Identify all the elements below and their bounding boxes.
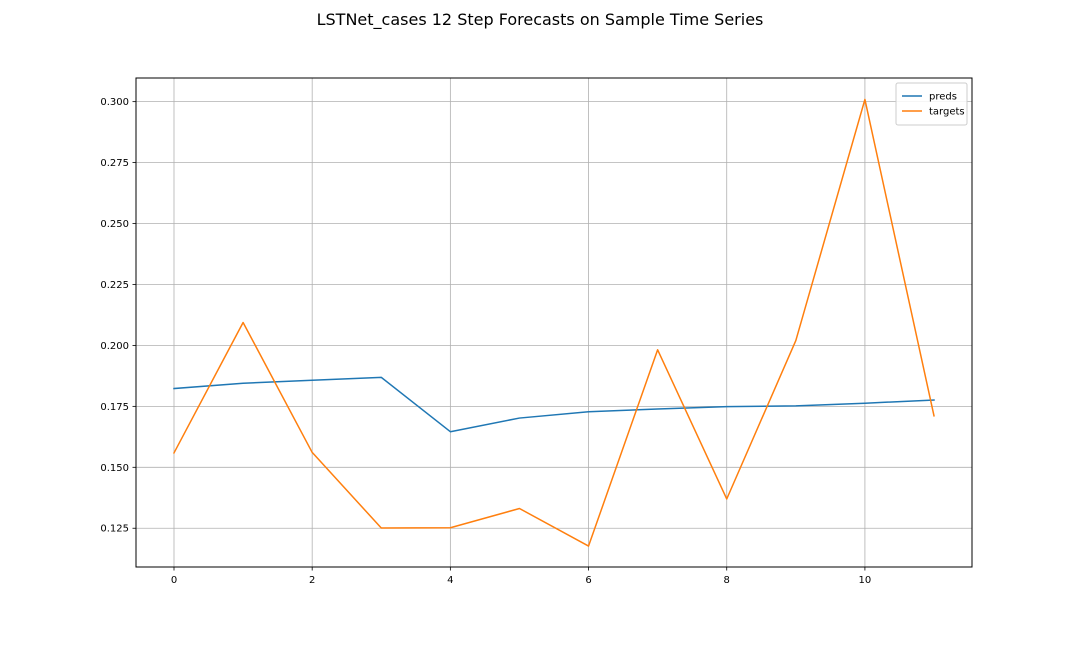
y-tick-label: 0.175 [100, 402, 129, 413]
y-tick-label: 0.150 [100, 463, 129, 474]
x-tick-label: 4 [447, 575, 453, 586]
y-tick-label: 0.200 [100, 341, 129, 352]
x-tick-label: 10 [859, 575, 872, 586]
y-tick-label: 0.225 [100, 280, 129, 291]
series-line-targets [172, 98, 935, 547]
legend: preds targets [895, 82, 968, 126]
y-tick-label: 0.300 [100, 97, 129, 108]
series-layer [172, 98, 935, 547]
x-tick-label: 6 [585, 575, 591, 586]
chart-title: LSTNet_cases 12 Step Forecasts on Sample… [317, 10, 764, 30]
legend-label-targets: targets [929, 107, 965, 118]
y-tick-label: 0.275 [100, 158, 129, 169]
grid-layer [136, 78, 972, 567]
legend-label-preds: preds [929, 92, 957, 103]
x-tick-label: 2 [309, 575, 315, 586]
plot-frame [135, 77, 973, 568]
x-tick-label: 8 [724, 575, 730, 586]
legend-box [895, 82, 968, 126]
y-tick-label: 0.125 [100, 524, 129, 535]
y-tick-label: 0.250 [100, 219, 129, 230]
x-tick-label: 0 [171, 575, 177, 586]
y-axis: 0.125 0.150 0.175 0.200 0.225 0.250 0.275 0.300 [100, 97, 136, 535]
x-axis: 0 2 4 6 8 10 [171, 567, 871, 586]
series-line-preds [173, 376, 935, 433]
